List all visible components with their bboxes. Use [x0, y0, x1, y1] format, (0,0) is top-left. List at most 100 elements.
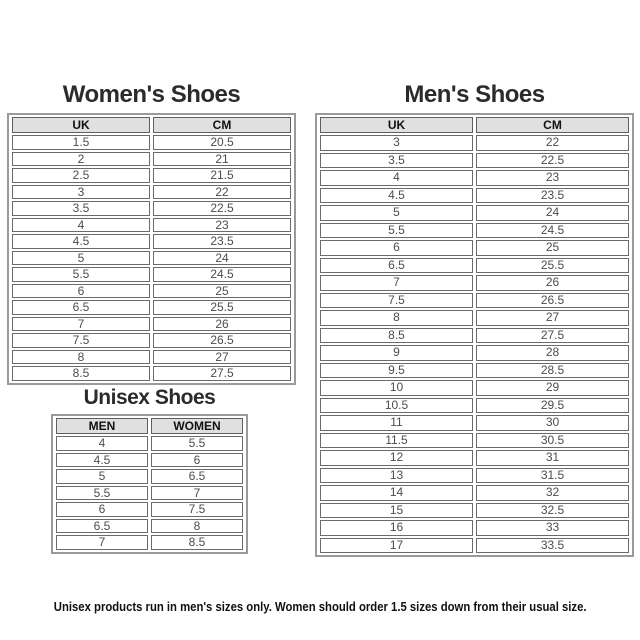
size-cell: 31 [476, 450, 629, 466]
size-cell: 1.5 [12, 135, 150, 150]
size-cell: 28.5 [476, 362, 629, 378]
size-cell: 26.5 [153, 333, 291, 348]
size-cell: 25 [153, 283, 291, 298]
size-cell: 23.5 [476, 187, 629, 203]
size-cell: 24.5 [153, 267, 291, 282]
table-row: 6 25 [12, 283, 291, 298]
size-cell: 21.5 [153, 168, 291, 183]
size-cell: 24 [153, 250, 291, 265]
table-row: 3 22 [12, 184, 291, 199]
table-row: 2.5 21.5 [12, 168, 291, 183]
size-cell: 5 [56, 469, 148, 484]
size-cell: 4.5 [56, 452, 148, 467]
unisex-title: Unisex Shoes [83, 386, 216, 409]
size-cell: 28 [476, 345, 629, 361]
table-row: 8 27 [12, 349, 291, 364]
table-row: 3.5 22.5 [320, 152, 629, 168]
table-row: 17 33.5 [320, 537, 629, 553]
table-row: 10.5 29.5 [320, 397, 629, 413]
size-cell: 8 [12, 349, 150, 364]
size-cell: 5 [12, 250, 150, 265]
size-cell: 4.5 [12, 234, 150, 249]
size-cell: 8.5 [320, 327, 473, 343]
size-cell: 20.5 [153, 135, 291, 150]
table-row: 5 6.5 [56, 469, 243, 484]
size-cell: 6.5 [12, 300, 150, 315]
table-row: 5.5 24.5 [12, 267, 291, 282]
table-row: 4 23 [320, 170, 629, 186]
table-row: 4 23 [12, 217, 291, 232]
column-header: UK [320, 117, 473, 133]
size-cell: 2 [12, 151, 150, 166]
table-row: 7.5 26.5 [12, 333, 291, 348]
size-cell: 7.5 [12, 333, 150, 348]
size-cell: 29.5 [476, 397, 629, 413]
size-cell: 5 [320, 205, 473, 221]
size-cell: 25.5 [476, 257, 629, 273]
size-cell: 5.5 [12, 267, 150, 282]
size-cell: 10 [320, 380, 473, 396]
size-cell: 10.5 [320, 397, 473, 413]
size-cell: 27 [153, 349, 291, 364]
unisex-section: Unisex Shoes MEN WOMEN 4 5.5 4.5 6 5 6.5 5.5 7 6 7… [51, 386, 248, 554]
size-cell: 21 [153, 151, 291, 166]
footer-note: Unisex products run in men's sizes only.… [0, 598, 640, 616]
womens-header-row: UK CM [12, 117, 291, 133]
table-row: 8 27 [320, 310, 629, 326]
unisex-header-row: MEN WOMEN [56, 418, 243, 434]
size-cell: 32.5 [476, 502, 629, 518]
womens-title: Women's Shoes [62, 81, 241, 108]
size-cell: 6.5 [151, 469, 243, 484]
table-row: 7.5 26.5 [320, 292, 629, 308]
size-cell: 31.5 [476, 467, 629, 483]
table-row: 8.5 27.5 [12, 366, 291, 381]
size-cell: 3.5 [320, 152, 473, 168]
size-cell: 3 [12, 184, 150, 199]
size-cell: 2.5 [12, 168, 150, 183]
table-row: 4.5 23.5 [320, 187, 629, 203]
size-cell: 8 [320, 310, 473, 326]
table-row: 6 25 [320, 240, 629, 256]
table-row: 5.5 24.5 [320, 222, 629, 238]
size-cell: 24 [476, 205, 629, 221]
size-cell: 16 [320, 520, 473, 536]
womens-section: Women's Shoes UK CM 1.5 20.5 2 21 2.5 21.5 3 22 3… [7, 82, 296, 385]
column-header: UK [12, 117, 150, 133]
size-cell: 8.5 [151, 535, 243, 550]
size-cell: 6 [56, 502, 148, 517]
size-cell: 22 [476, 135, 629, 151]
table-row: 11 30 [320, 415, 629, 431]
size-cell: 33 [476, 520, 629, 536]
size-cell: 12 [320, 450, 473, 466]
table-row: 4.5 6 [56, 452, 243, 467]
size-cell: 23 [476, 170, 629, 186]
size-cell: 7.5 [151, 502, 243, 517]
table-row: 9 28 [320, 345, 629, 361]
size-cell: 3.5 [12, 201, 150, 216]
table-row: 3.5 22.5 [12, 201, 291, 216]
size-cell: 8 [151, 518, 243, 533]
table-row: 9.5 28.5 [320, 362, 629, 378]
size-cell: 25.5 [153, 300, 291, 315]
table-row: 11.5 30.5 [320, 432, 629, 448]
size-cell: 4 [56, 436, 148, 451]
size-cell: 26 [476, 275, 629, 291]
size-cell: 8.5 [12, 366, 150, 381]
size-cell: 13 [320, 467, 473, 483]
size-cell: 14 [320, 485, 473, 501]
size-cell: 7 [12, 316, 150, 331]
size-cell: 27.5 [153, 366, 291, 381]
footer-note-text: Unisex products run in men's sizes only.… [53, 599, 587, 614]
size-cell: 11.5 [320, 432, 473, 448]
size-cell: 4 [12, 217, 150, 232]
womens-size-table: UK CM 1.5 20.5 2 21 2.5 21.5 3 22 3.5 22.5 4 23 4.5 23… [7, 113, 296, 385]
size-cell: 30 [476, 415, 629, 431]
table-row: 3 22 [320, 135, 629, 151]
table-row: 16 33 [320, 520, 629, 536]
mens-title: Men's Shoes [404, 81, 545, 108]
mens-header-row: UK CM [320, 117, 629, 133]
size-cell: 4.5 [320, 187, 473, 203]
table-row: 13 31.5 [320, 467, 629, 483]
size-cell: 32 [476, 485, 629, 501]
column-header: CM [476, 117, 629, 133]
